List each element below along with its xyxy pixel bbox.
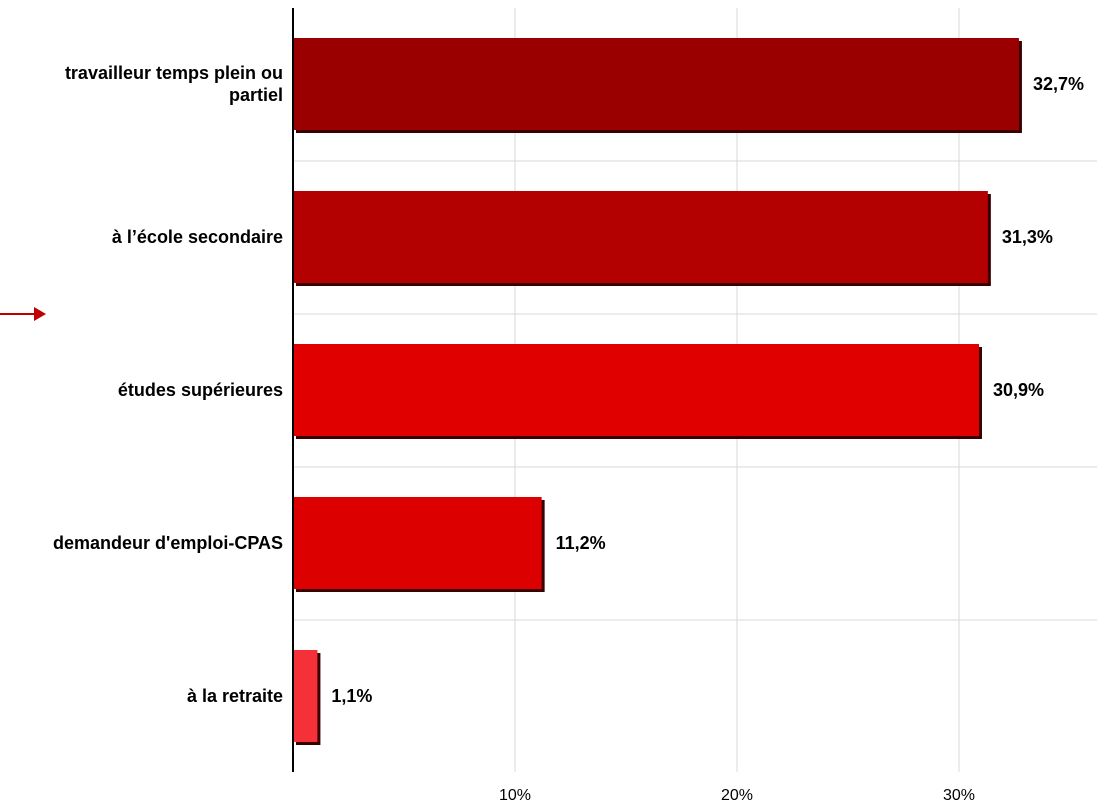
- tick-label: 30%: [943, 787, 975, 804]
- category-label: travailleur temps plein ou: [65, 63, 283, 83]
- value-label: 30,9%: [993, 380, 1044, 400]
- bar: [293, 344, 979, 436]
- bars: [293, 38, 1022, 745]
- category-label: études supérieures: [118, 380, 283, 400]
- tick-label: 10%: [499, 787, 531, 804]
- value-label: 32,7%: [1033, 74, 1084, 94]
- category-label: à la retraite: [187, 686, 283, 706]
- category-label: partiel: [229, 85, 283, 105]
- value-label: 11,2%: [556, 533, 606, 553]
- bar: [293, 650, 318, 742]
- arrow-right-icon: [0, 307, 46, 321]
- tick-label: 20%: [721, 787, 753, 804]
- value-label: 31,3%: [1002, 227, 1053, 247]
- category-label: demandeur d'emploi-CPAS: [53, 533, 283, 553]
- bar: [293, 38, 1019, 130]
- value-label: 1,1%: [331, 686, 372, 706]
- axis: 10% 20% 30%: [292, 8, 975, 804]
- bar: [293, 497, 542, 589]
- bar: [293, 191, 988, 283]
- category-label: à l’école secondaire: [112, 227, 283, 247]
